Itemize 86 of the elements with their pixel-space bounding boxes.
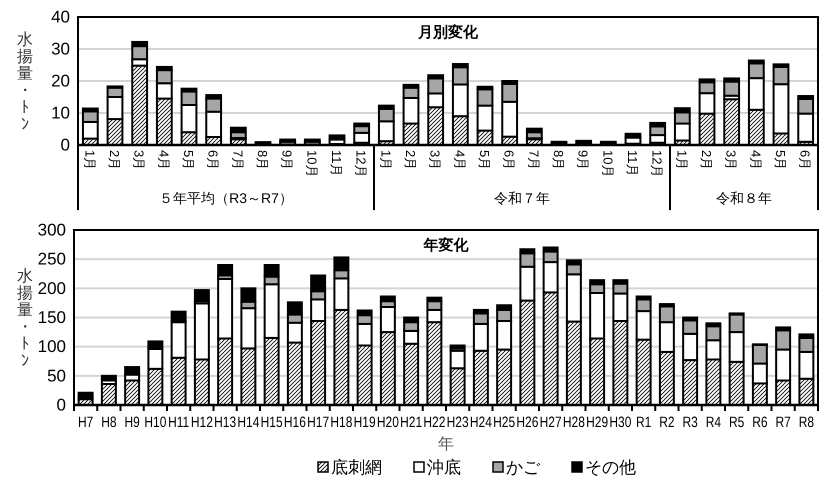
text: 月別変化: [417, 23, 479, 41]
x-tick-label: R7: [775, 414, 791, 430]
x-tick-label: 3月: [428, 150, 443, 170]
x-tick-label: H15: [260, 414, 283, 430]
x-tick-label: R4: [706, 414, 722, 430]
y-axis-title: 水揚量・ﾄﾝ: [17, 267, 33, 370]
x-tick-label: 3月: [724, 150, 739, 170]
x-tick-label: 6月: [502, 150, 517, 170]
x-tick-label: H23: [446, 414, 469, 430]
x-tick-label: H16: [284, 414, 306, 430]
x-tick-label: R5: [728, 414, 744, 430]
x-tick-label: H27: [540, 414, 562, 430]
x-tick-label: R1: [636, 414, 652, 430]
y-tick-label: 30: [51, 39, 70, 58]
x-tick-label: H17: [307, 414, 330, 430]
x-tick-label: 5月: [773, 150, 788, 170]
x-tick-label: 11月: [329, 150, 344, 176]
x-tick-label: H9: [124, 414, 140, 430]
y-tick-label: 150: [38, 308, 66, 327]
x-tick-label: 5月: [181, 150, 196, 170]
y-tick-label: 10: [51, 103, 70, 122]
x-tick-label: H11: [168, 414, 190, 430]
x-tick-label: R8: [798, 414, 814, 430]
x-tick-label: H26: [516, 414, 538, 430]
x-tick-label: 4月: [748, 150, 764, 170]
x-tick-label: 4月: [156, 150, 172, 170]
x-axis-title: 年: [438, 436, 454, 453]
x-tick-label: 7月: [230, 150, 246, 170]
y-tick-label: 40: [51, 7, 70, 26]
y-tick-label: 20: [51, 71, 70, 90]
y-tick-label: 300: [38, 220, 66, 240]
x-tick-label: 6月: [798, 150, 813, 170]
x-tick-label: H12: [190, 414, 213, 430]
x-tick-label: 9月: [576, 150, 591, 170]
x-tick-label: 1月: [674, 150, 690, 170]
x-tick-label: H20: [376, 414, 400, 430]
x-tick-label: H30: [609, 414, 632, 430]
x-tick-label: H7: [78, 414, 94, 430]
x-tick-label: H10: [144, 414, 167, 430]
x-tick-label: 1月: [82, 150, 98, 170]
x-tick-label: 12月: [650, 150, 665, 178]
y-tick-label: 100: [38, 337, 66, 356]
text: 令和７年: [494, 190, 550, 206]
y-axis-title: 水揚量・ﾄﾝ: [17, 30, 33, 134]
x-tick-label: 10月: [600, 150, 616, 178]
legend-label: かご: [506, 458, 541, 477]
y-tick-label: 50: [47, 366, 66, 386]
x-tick-label: H8: [101, 414, 117, 430]
x-tick-label: H18: [330, 414, 352, 430]
x-tick-label: H19: [354, 414, 376, 430]
x-tick-label: 2月: [107, 150, 122, 170]
x-tick-label: R6: [752, 414, 768, 430]
x-tick-label: H21: [400, 414, 422, 430]
x-tick-label: 6月: [206, 150, 221, 170]
x-tick-label: 9月: [280, 150, 295, 170]
x-tick-label: 4月: [452, 150, 468, 170]
x-tick-label: H24: [470, 414, 492, 430]
x-tick-label: H29: [586, 414, 608, 430]
x-tick-label: 8月: [255, 150, 270, 170]
x-tick-label: 1月: [378, 150, 394, 170]
y-tick-label: 200: [38, 278, 66, 298]
x-tick-label: 5月: [477, 150, 492, 170]
y-tick-label: 0: [56, 395, 66, 414]
x-tick-label: R2: [659, 414, 675, 430]
legend-label: 底刺網: [331, 458, 382, 477]
x-tick-label: H22: [423, 414, 446, 430]
y-tick-label: 0: [60, 135, 70, 154]
x-tick-label: 2月: [403, 150, 418, 170]
x-tick-label: 12月: [354, 150, 369, 178]
text: ５年平均（R3～R7）: [159, 190, 293, 206]
x-tick-label: H28: [562, 414, 585, 430]
x-tick-label: 10月: [304, 150, 320, 178]
text: 年変化: [422, 236, 470, 254]
x-tick-label: 11月: [625, 150, 640, 176]
x-tick-label: 7月: [526, 150, 542, 170]
legend-label: その他: [585, 458, 636, 477]
x-tick-label: R3: [682, 414, 698, 430]
x-tick-label: 8月: [551, 150, 566, 170]
x-tick-label: H14: [237, 414, 260, 430]
x-tick-label: H13: [214, 414, 236, 430]
x-tick-label: H25: [493, 414, 516, 430]
text: 令和８年: [716, 190, 772, 206]
y-tick-label: 250: [38, 250, 66, 269]
legend-label: 沖底: [427, 458, 461, 477]
x-tick-label: 3月: [132, 150, 147, 170]
x-tick-label: 2月: [699, 150, 714, 170]
